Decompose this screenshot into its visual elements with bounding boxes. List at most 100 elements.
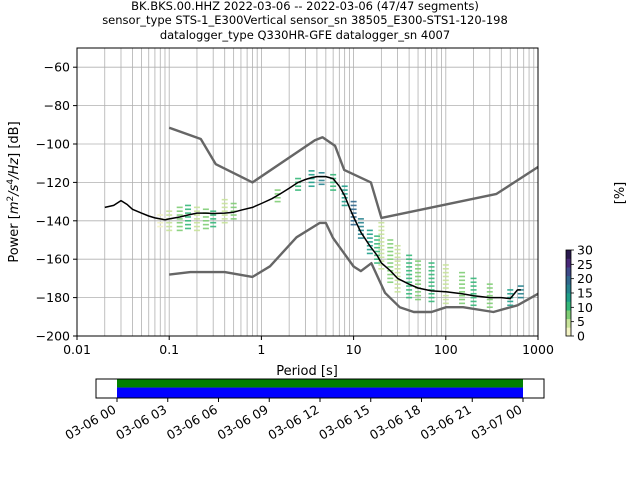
series-line-mean: [104, 175, 521, 300]
y-axis-label: Power [m2/s4/Hz] [dB]: [6, 121, 22, 262]
density-cell: [415, 271, 422, 274]
density-cell: [517, 292, 524, 295]
timeline-tick-label: 03-06 21: [418, 402, 474, 443]
density-cell: [378, 256, 385, 259]
x-axis-ticks: 0.01 0.1 1 10 100 1000: [63, 336, 554, 357]
series-line-nlnm: [169, 221, 539, 314]
density-cell: [387, 266, 394, 268]
density-cell: [366, 252, 373, 255]
density-cell: [394, 264, 401, 266]
density-cell: [185, 216, 192, 218]
density-cell: [378, 221, 385, 224]
colorbar-segment: [566, 293, 571, 302]
density-cell: [308, 185, 315, 188]
density-cell: [157, 225, 164, 228]
density-cell: [406, 262, 413, 264]
density-cell: [185, 212, 192, 214]
colorbar-tick-label: 25: [577, 257, 593, 272]
density-cell: [330, 189, 337, 191]
density-cell: [357, 225, 364, 228]
density-cell: [486, 306, 493, 308]
density-cell: [308, 181, 315, 184]
density-cells: [157, 170, 524, 308]
density-cell: [341, 185, 348, 188]
density-cell: [318, 172, 325, 174]
density-cell: [374, 239, 381, 241]
density-cell: [295, 177, 302, 180]
density-cell: [442, 294, 449, 297]
colorbar-segment: [566, 250, 571, 259]
colorbar-tick-label: 15: [577, 286, 593, 301]
density-cell: [341, 200, 348, 203]
density-cell: [394, 291, 401, 293]
y-tick-label: −180: [36, 290, 70, 305]
density-cell: [166, 221, 173, 224]
density-cell: [415, 264, 422, 266]
colorbar-tick-label: 0: [577, 329, 585, 344]
density-cell: [470, 304, 477, 307]
density-cell: [166, 229, 173, 232]
density-cell: [387, 246, 394, 249]
density-cell: [428, 285, 435, 287]
colorbar-tick-label: 20: [577, 271, 593, 286]
timeline-tick-label: 03-06 09: [215, 402, 271, 443]
density-cell: [157, 221, 164, 224]
chart-title-line-1: BK.BKS.00.HHZ 2022-03-06 -- 2022-03-06 (…: [131, 0, 479, 13]
density-cell: [378, 260, 385, 262]
x-tick-label: 1000: [522, 342, 554, 357]
timeline-tick-label: 03-06 12: [265, 402, 321, 443]
density-cell: [176, 206, 183, 209]
density-cell: [442, 275, 449, 278]
density-cell: [394, 279, 401, 282]
density-cell: [193, 210, 200, 212]
density-cell: [428, 262, 435, 264]
density-cell: [221, 202, 228, 205]
colorbar-segment: [566, 318, 571, 328]
density-cell: [374, 243, 381, 245]
density-cell: [193, 229, 200, 232]
density-cell: [486, 291, 493, 293]
density-cell: [470, 281, 477, 284]
density-cell: [357, 218, 364, 220]
density-cell: [202, 216, 209, 218]
density-cell: [374, 258, 381, 260]
density-cell: [517, 285, 524, 287]
density-cell: [330, 185, 337, 188]
timeline-tick-label: 03-07 00: [468, 402, 524, 443]
density-cell: [428, 277, 435, 280]
density-cell: [486, 302, 493, 305]
density-cell: [378, 237, 385, 239]
density-cell: [221, 198, 228, 201]
density-cell: [406, 277, 413, 280]
density-cell: [274, 200, 281, 203]
density-cell: [341, 189, 348, 191]
density-cell: [210, 214, 217, 216]
timeline-tick-label: 03-06 03: [113, 402, 169, 443]
density-cell: [394, 287, 401, 289]
density-cell: [470, 289, 477, 291]
density-cell: [459, 298, 466, 301]
density-cell: [486, 294, 493, 297]
density-cell: [387, 254, 394, 257]
density-cell: [221, 206, 228, 209]
density-cell: [428, 296, 435, 299]
density-cell: [176, 210, 183, 212]
colorbar-label: [%]: [613, 182, 628, 205]
density-cell: [193, 218, 200, 220]
density-cell: [394, 256, 401, 259]
density-cell: [415, 294, 422, 297]
density-cell: [442, 279, 449, 282]
density-cell: [210, 218, 217, 220]
density-cell: [230, 210, 237, 212]
y-tick-label: −60: [44, 60, 70, 75]
density-cell: [406, 296, 413, 299]
density-cell: [394, 275, 401, 278]
density-cell: [274, 189, 281, 191]
density-cell: [230, 214, 237, 216]
density-cell: [210, 221, 217, 224]
density-cell: [166, 225, 173, 228]
x-tick-label: 1: [257, 342, 265, 357]
